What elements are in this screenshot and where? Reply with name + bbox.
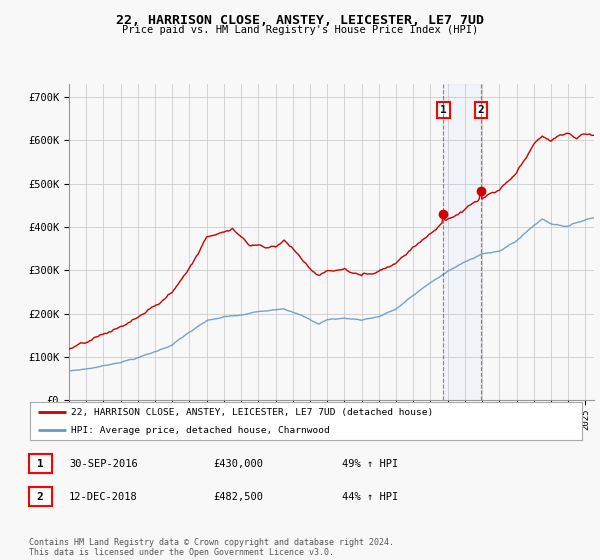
Text: Contains HM Land Registry data © Crown copyright and database right 2024.
This d: Contains HM Land Registry data © Crown c… — [29, 538, 394, 557]
Text: 2: 2 — [37, 492, 44, 502]
Text: 1: 1 — [440, 105, 447, 115]
Text: 12-DEC-2018: 12-DEC-2018 — [69, 492, 138, 502]
Text: HPI: Average price, detached house, Charnwood: HPI: Average price, detached house, Char… — [71, 426, 330, 435]
Text: 44% ↑ HPI: 44% ↑ HPI — [342, 492, 398, 502]
Text: £430,000: £430,000 — [213, 459, 263, 469]
Text: 22, HARRISON CLOSE, ANSTEY, LEICESTER, LE7 7UD (detached house): 22, HARRISON CLOSE, ANSTEY, LEICESTER, L… — [71, 408, 434, 417]
Text: 49% ↑ HPI: 49% ↑ HPI — [342, 459, 398, 469]
Text: Price paid vs. HM Land Registry's House Price Index (HPI): Price paid vs. HM Land Registry's House … — [122, 25, 478, 35]
Bar — [443, 84, 481, 400]
Text: 30-SEP-2016: 30-SEP-2016 — [69, 459, 138, 469]
Text: £482,500: £482,500 — [213, 492, 263, 502]
Text: 22, HARRISON CLOSE, ANSTEY, LEICESTER, LE7 7UD: 22, HARRISON CLOSE, ANSTEY, LEICESTER, L… — [116, 14, 484, 27]
Text: 1: 1 — [37, 459, 44, 469]
Text: 2: 2 — [478, 105, 484, 115]
